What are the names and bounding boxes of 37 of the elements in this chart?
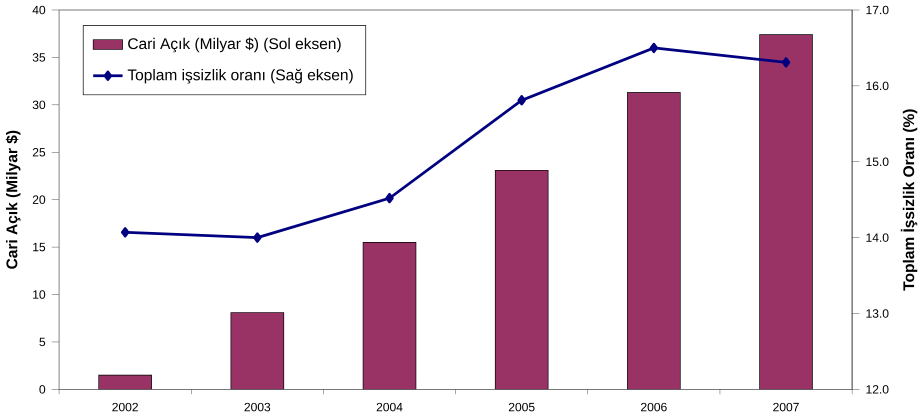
bar bbox=[759, 34, 813, 390]
point bbox=[385, 192, 394, 204]
y-tick-label: 5 bbox=[39, 338, 46, 346]
bar bbox=[362, 242, 416, 390]
y-tick-label: 30 bbox=[32, 100, 46, 110]
point bbox=[517, 95, 526, 106]
y2-tick-label: 16.0 bbox=[866, 82, 889, 90]
bar bbox=[230, 312, 284, 390]
y-tick-label: 20 bbox=[32, 195, 46, 204]
bar bbox=[627, 92, 681, 390]
x-tick-label: 2003 bbox=[244, 402, 270, 412]
x-tick-label: 2007 bbox=[773, 402, 799, 412]
legend-label: Cari Açık (Milyar $) (Sol eksen) bbox=[128, 38, 341, 52]
y2-tick-label: 12.0 bbox=[866, 385, 889, 394]
y-axis-title: Cari Açık (Milyar $) bbox=[6, 130, 20, 269]
point bbox=[650, 42, 658, 54]
y-tick-label: 15 bbox=[33, 242, 46, 252]
y2-tick-label: 17.0 bbox=[866, 6, 889, 14]
x-tick-label: 2005 bbox=[508, 402, 535, 412]
x-tick-label: 2004 bbox=[376, 402, 403, 412]
y-tick-label: 35 bbox=[32, 53, 46, 62]
y2-tick-label: 15.0 bbox=[866, 157, 889, 166]
y2-tick-label: 14.0 bbox=[866, 233, 889, 242]
x-tick-label: 2002 bbox=[112, 402, 138, 412]
y-tick-label: 0 bbox=[39, 385, 46, 394]
y-tick-label: 25 bbox=[32, 148, 46, 156]
y-tick-label: 40 bbox=[32, 6, 46, 14]
bar bbox=[494, 170, 548, 390]
point bbox=[253, 232, 262, 243]
legend-label: Toplam işsizlik oranı (Sağ eksen) bbox=[128, 68, 353, 84]
x-tick-label: 2006 bbox=[641, 402, 667, 412]
y2-tick-label: 13.0 bbox=[866, 309, 889, 318]
y2-axis-title: Toplam İşsizlik Oranı (%) bbox=[900, 109, 918, 291]
bar bbox=[98, 374, 152, 390]
point bbox=[782, 57, 790, 68]
y-tick-label: 10 bbox=[33, 290, 46, 299]
point bbox=[120, 227, 130, 238]
